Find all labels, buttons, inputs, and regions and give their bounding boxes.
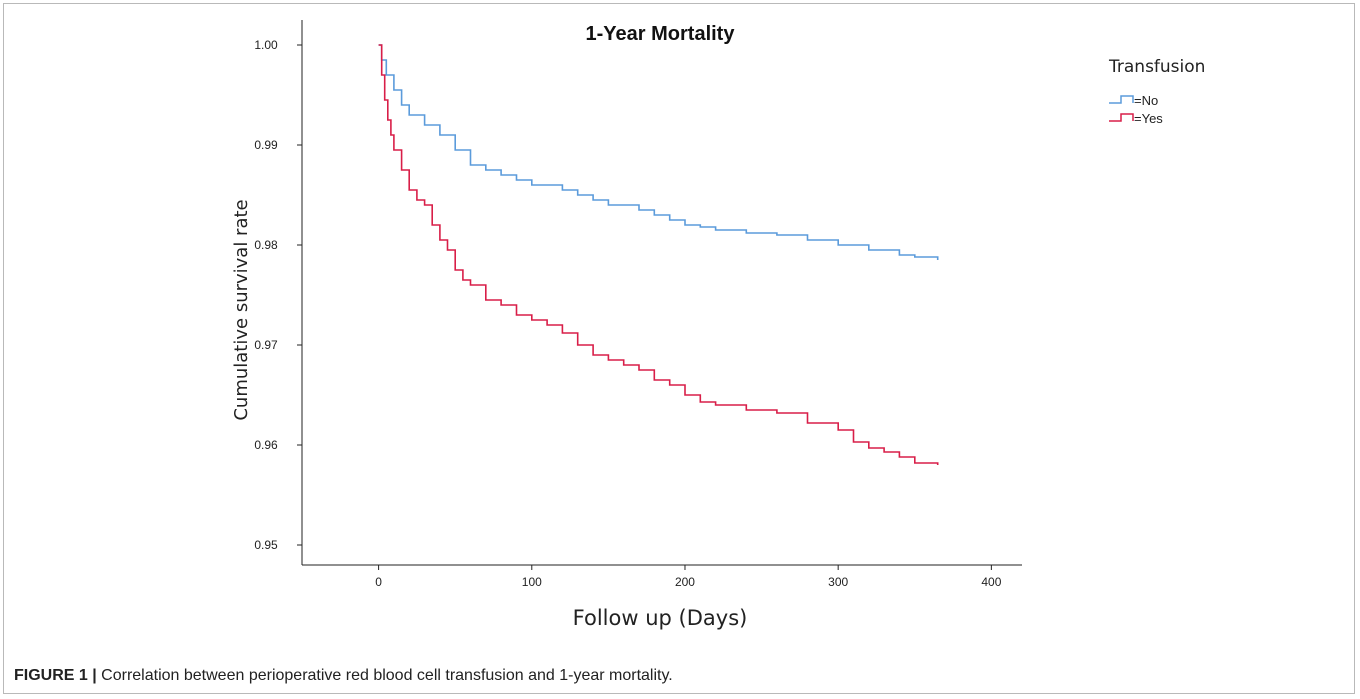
y-tick-label: 0.98: [254, 238, 278, 252]
y-tick-label: 0.99: [254, 138, 278, 152]
x-tick-label: 400: [981, 575, 1001, 589]
x-tick-label: 100: [522, 575, 542, 589]
legend-swatch: [1109, 95, 1134, 104]
series-lines: [378, 44, 939, 465]
series-line-no: [378, 44, 939, 260]
chart-title: 1-Year Mortality: [586, 23, 736, 45]
legend-label: =No: [1134, 93, 1158, 108]
x-axis-label: Follow up (Days): [573, 606, 748, 630]
caption-text: Correlation between perioperative red bl…: [101, 667, 673, 684]
legend-label: =Yes: [1134, 111, 1163, 126]
x-tick-label: 200: [675, 575, 695, 589]
x-tick-label: 300: [828, 575, 848, 589]
figure-caption: FIGURE 1 | Correlation between periopera…: [14, 667, 1344, 685]
y-tick-label: 0.96: [254, 438, 278, 452]
y-axis-ticks: 0.95 0.96 0.97 0.98 0.99 1.00: [254, 38, 302, 552]
y-tick-label: 0.97: [254, 338, 278, 352]
figure-frame: [3, 3, 1355, 694]
y-tick-label: 1.00: [254, 38, 278, 52]
y-tick-label: 0.95: [254, 538, 278, 552]
legend: Transfusion =No =Yes: [1108, 57, 1205, 126]
y-axis-label: Cumulative survival rate: [231, 199, 252, 420]
legend-swatch: [1109, 113, 1134, 122]
x-tick-label: 0: [375, 575, 382, 589]
caption-label: FIGURE 1 |: [14, 667, 97, 684]
series-line-yes: [378, 44, 939, 465]
x-axis-ticks: 0 100 200 300 400: [375, 565, 1002, 589]
legend-items: =No =Yes: [1109, 93, 1163, 126]
legend-title: Transfusion: [1108, 57, 1205, 77]
